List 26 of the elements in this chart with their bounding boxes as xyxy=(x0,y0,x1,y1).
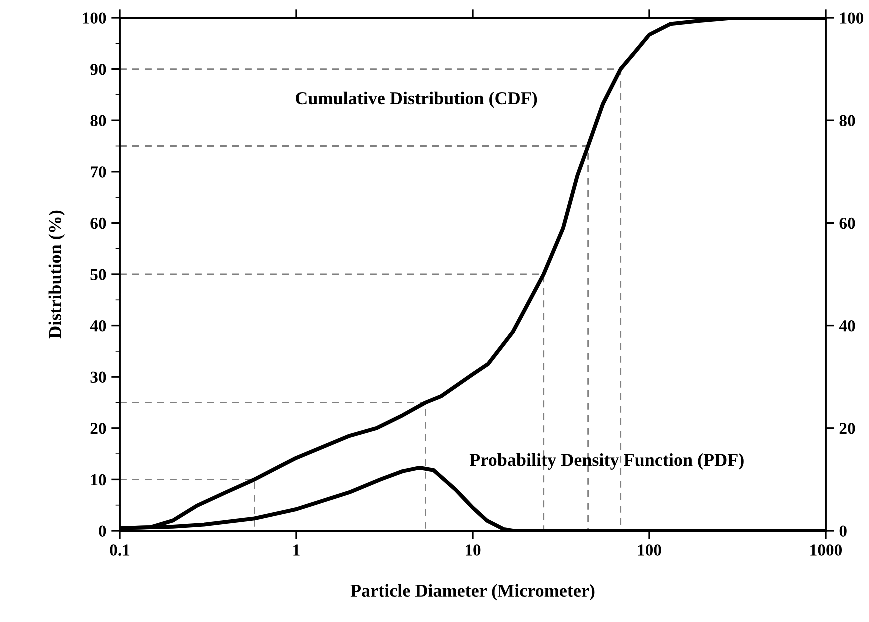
y-axis-title: Distribution (%) xyxy=(48,210,66,339)
y-tick-label: 0 xyxy=(99,526,106,537)
annotation: Probability Density Function (PDF) xyxy=(470,454,744,470)
y-tick-label: 10 xyxy=(91,474,106,486)
y-tick-label: 100 xyxy=(83,12,106,24)
x-tick-label: 1 xyxy=(294,544,300,556)
y2-tick-label: 100 xyxy=(840,12,864,24)
y-tick-label: 70 xyxy=(91,166,106,178)
y2-tick-label: 40 xyxy=(839,320,856,332)
x-tick-label: 1000 xyxy=(810,544,842,556)
y-tick-label: 90 xyxy=(90,64,106,76)
y-tick-label: 50 xyxy=(90,269,106,280)
y2-tick-label: 0 xyxy=(840,526,847,537)
y2-tick-label: 80 xyxy=(840,115,856,127)
x-axis-title: Particle Diameter (Micrometer) xyxy=(350,584,595,601)
y2-tick-label: 60 xyxy=(840,218,856,230)
y-tick-label: 20 xyxy=(90,423,106,434)
y-tick-label: 30 xyxy=(90,372,106,384)
y2-tick-label: 20 xyxy=(840,423,856,434)
x-tick-label: 0.1 xyxy=(110,544,130,556)
x-tick-label: 100 xyxy=(638,544,662,556)
annotation: Cumulative Distribution (CDF) xyxy=(296,92,538,108)
x-tick-label: 10 xyxy=(466,544,481,556)
y-tick-label: 60 xyxy=(90,218,106,230)
y-tick-label: 40 xyxy=(90,320,106,332)
y-tick-label: 80 xyxy=(90,115,106,127)
